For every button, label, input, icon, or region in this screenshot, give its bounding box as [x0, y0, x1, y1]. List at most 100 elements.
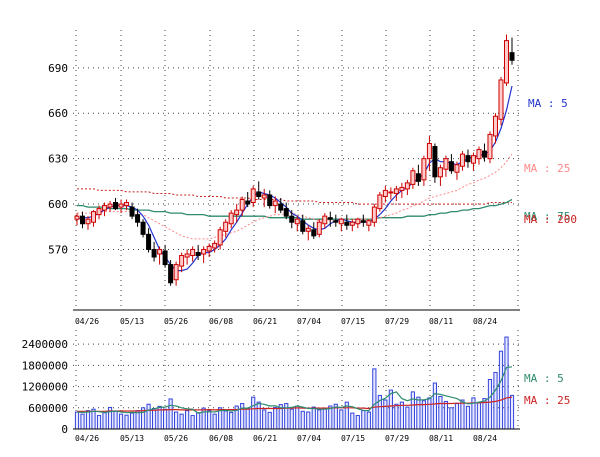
volume-bar — [262, 409, 267, 430]
price-candle — [448, 154, 454, 174]
price-candle — [487, 131, 493, 164]
volume-bar — [185, 410, 190, 430]
price-candle — [272, 196, 278, 214]
price-ma75-line — [77, 198, 513, 220]
price-y-tick-label: 690 — [48, 62, 68, 75]
price-x-tick-label: 07/04 — [297, 317, 321, 326]
price-candle — [432, 143, 438, 183]
price-legend-label: MA : 5 — [528, 97, 568, 110]
price-candle — [327, 211, 333, 227]
price-candle — [311, 222, 317, 239]
volume-x-tick-label: 07/04 — [297, 434, 321, 443]
price-candle — [80, 211, 86, 229]
volume-bar — [388, 389, 393, 430]
volume-bar — [410, 391, 415, 430]
price-legend-label: MA : 75 — [524, 210, 570, 223]
price-candle — [217, 226, 223, 250]
price-candle — [410, 167, 416, 189]
price-y-tick-label: 600 — [48, 198, 68, 211]
price-candle — [283, 202, 289, 220]
price-y-tick-label: 660 — [48, 107, 68, 120]
price-candle — [278, 198, 284, 214]
price-candle — [245, 191, 251, 208]
price-candle — [107, 201, 113, 212]
volume-bar — [146, 403, 151, 430]
price-candle — [476, 146, 482, 165]
price-ma5-line — [76, 85, 513, 272]
price-candle — [179, 252, 185, 273]
price-candle — [201, 246, 207, 264]
volume-bar — [295, 405, 300, 430]
volume-bar — [174, 411, 179, 430]
volume-x-tick-label: 06/21 — [253, 434, 277, 443]
price-candle — [426, 135, 432, 171]
volume-bar — [311, 406, 316, 430]
volume-bar — [383, 399, 388, 430]
price-candle — [140, 219, 146, 238]
price-candle — [322, 213, 328, 229]
price-candle — [498, 76, 504, 126]
volume-bar — [366, 411, 371, 430]
price-candle — [492, 113, 498, 144]
price-candle — [338, 217, 344, 232]
price-candle — [184, 249, 190, 265]
volume-bar — [300, 410, 305, 430]
volume-y-tick-label: 1800000 — [22, 359, 68, 372]
volume-bar — [504, 336, 509, 430]
volume-bar — [443, 400, 449, 430]
price-x-tick-label: 06/21 — [253, 317, 277, 326]
volume-bar — [201, 407, 206, 430]
price-candle — [371, 204, 377, 227]
price-candle — [223, 219, 229, 238]
price-candle — [173, 261, 179, 286]
volume-bar — [207, 410, 212, 430]
price-y-tick-label: 570 — [48, 243, 68, 256]
volume-bar — [454, 403, 460, 430]
volume-bar — [223, 410, 228, 430]
price-candle — [157, 246, 163, 265]
price-candle — [151, 241, 157, 262]
price-x-tick-label: 06/08 — [209, 317, 233, 326]
price-candle — [135, 208, 141, 227]
volume-bar — [355, 415, 360, 430]
price-candle — [102, 202, 108, 217]
price-candle — [509, 37, 515, 65]
price-candle — [118, 199, 124, 214]
price-x-tick-label: 07/15 — [341, 317, 365, 326]
price-panel: 570 600 630 660 690 04/26 05/13 05/26 06/08 06/2… — [48, 30, 577, 326]
price-candle — [289, 210, 295, 229]
price-candle — [234, 204, 240, 223]
price-candle — [393, 185, 399, 202]
volume-y-tick-label: 2400000 — [22, 338, 68, 351]
volume-bar — [350, 412, 355, 430]
price-ma25-line — [77, 153, 513, 240]
price-candle — [404, 179, 410, 195]
volume-bar — [306, 411, 311, 430]
volume-bar — [317, 409, 322, 430]
volume-bar — [151, 407, 157, 430]
volume-bar — [163, 408, 168, 430]
volume-bar — [498, 350, 504, 430]
volume-bar — [361, 410, 366, 430]
price-candle — [349, 219, 355, 232]
price-x-tick-label: 08/24 — [473, 317, 497, 326]
price-candle — [190, 246, 196, 262]
price-candle — [212, 240, 218, 253]
volume-bar — [399, 401, 404, 430]
volume-y-tick-label: 1200000 — [22, 381, 68, 394]
price-candle — [129, 202, 135, 220]
price-x-tick-label: 05/26 — [164, 317, 188, 326]
volume-bar — [339, 409, 344, 430]
price-candle — [366, 219, 372, 232]
price-candle — [388, 187, 394, 200]
volume-x-tick-label: 05/26 — [164, 434, 188, 443]
price-candle — [454, 161, 460, 180]
volume-bar — [179, 413, 184, 430]
price-candle — [91, 210, 97, 227]
price-candle — [465, 149, 471, 168]
price-legend-label: MA : 200 — [524, 213, 577, 226]
price-candle — [300, 214, 306, 235]
volume-bar — [168, 398, 173, 430]
volume-x-tick-label: 04/26 — [75, 434, 99, 443]
price-candle — [239, 196, 245, 217]
